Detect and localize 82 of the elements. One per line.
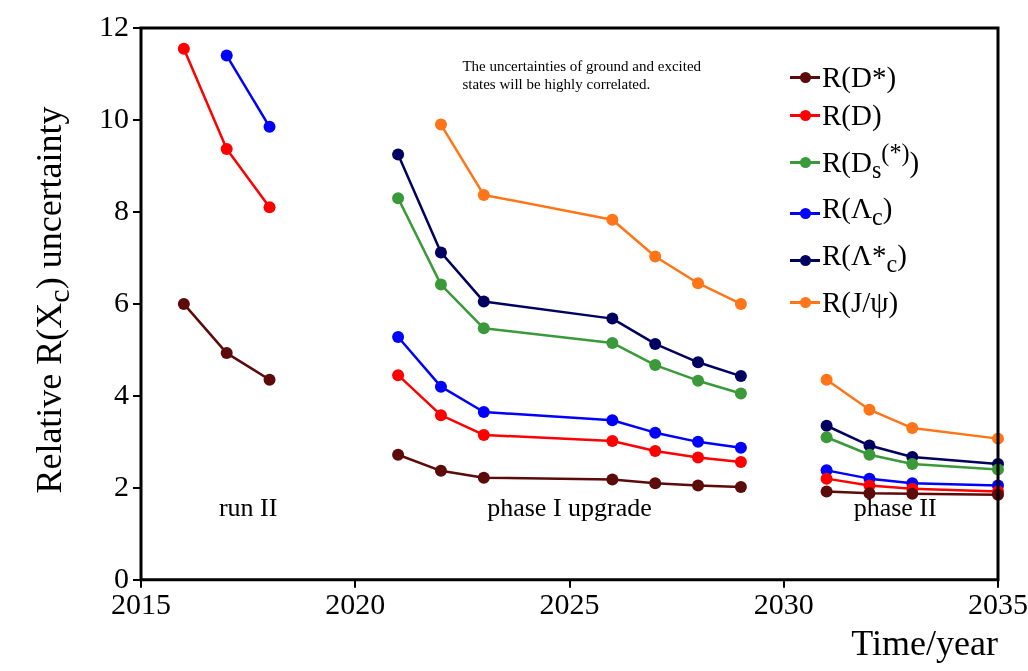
point	[392, 148, 405, 161]
point	[477, 405, 490, 418]
point	[649, 445, 662, 458]
point	[649, 359, 662, 372]
point	[649, 250, 662, 263]
point	[477, 428, 490, 441]
point	[649, 426, 662, 439]
y-tick-label: 8	[114, 192, 129, 226]
point	[820, 485, 833, 498]
point	[606, 312, 619, 325]
point	[606, 213, 619, 226]
point	[434, 409, 447, 422]
y-tick-label: 2	[114, 468, 129, 502]
point	[263, 120, 276, 133]
point	[734, 480, 747, 493]
legend-label: R(J/ψ)	[822, 285, 899, 321]
point	[734, 297, 747, 310]
point	[434, 278, 447, 291]
point	[392, 192, 405, 205]
point	[692, 277, 705, 290]
x-tick-label: 2025	[539, 586, 600, 620]
point	[220, 142, 233, 155]
legend-label: R(D*)	[822, 60, 897, 95]
point	[863, 448, 876, 461]
point	[692, 356, 705, 369]
point	[820, 373, 833, 386]
point	[434, 380, 447, 393]
x-tick-label: 2035	[968, 586, 1028, 620]
point	[863, 403, 876, 416]
point	[434, 464, 447, 477]
legend-label: R(D)	[822, 98, 882, 133]
point	[906, 487, 919, 500]
point	[434, 118, 447, 131]
point	[220, 49, 233, 62]
point	[263, 373, 276, 386]
point	[606, 414, 619, 427]
point	[692, 451, 705, 464]
point	[477, 295, 490, 308]
legend-label: R(D$_{s}$$^{(*)}$)	[822, 138, 920, 186]
point	[220, 347, 233, 360]
point	[606, 434, 619, 447]
point	[392, 369, 405, 382]
point	[906, 422, 919, 435]
annotation: run II	[218, 493, 278, 524]
point	[606, 473, 619, 486]
point	[177, 297, 190, 310]
point	[392, 331, 405, 344]
x-tick-label: 2020	[325, 586, 386, 620]
point	[263, 201, 276, 214]
point	[434, 246, 447, 259]
point	[606, 336, 619, 349]
x-axis-title: Time/year	[851, 622, 999, 663]
point	[477, 322, 490, 335]
point	[734, 370, 747, 383]
x-tick-label: 2030	[753, 586, 814, 620]
point	[177, 42, 190, 55]
annotation: The uncertainties of ground and excited states will be highly correlated.	[462, 56, 703, 93]
point	[649, 477, 662, 490]
point	[820, 419, 833, 432]
legend-label: R(Λ$_{c}$)	[822, 191, 893, 233]
point	[477, 471, 490, 484]
point	[692, 479, 705, 492]
annotation: phase I upgrade	[487, 493, 652, 524]
y-tick-label: 12	[99, 8, 129, 42]
point	[906, 457, 919, 470]
y-tick-label: 6	[114, 284, 129, 318]
y-tick-label: 0	[114, 560, 129, 594]
point	[477, 188, 490, 201]
point	[820, 472, 833, 485]
point	[734, 387, 747, 400]
point	[392, 448, 405, 461]
point	[649, 337, 662, 350]
y-tick-label: 10	[99, 100, 129, 134]
legend-label: R(Λ*$_{c}$)	[822, 238, 907, 280]
point	[863, 487, 876, 500]
point	[734, 441, 747, 454]
point	[734, 456, 747, 469]
annotation: phase II	[853, 493, 937, 524]
point	[692, 435, 705, 448]
y-tick-label: 4	[114, 376, 129, 410]
point	[820, 431, 833, 444]
point	[692, 374, 705, 387]
